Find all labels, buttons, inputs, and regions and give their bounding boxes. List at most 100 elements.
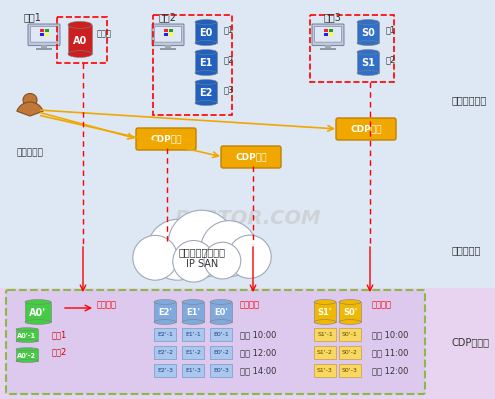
- Bar: [339, 364, 361, 377]
- Ellipse shape: [16, 348, 38, 351]
- Bar: [329, 33, 333, 36]
- Ellipse shape: [357, 20, 379, 25]
- Polygon shape: [16, 349, 38, 361]
- Polygon shape: [25, 302, 51, 322]
- Text: CDP保护层: CDP保护层: [452, 337, 490, 347]
- FancyBboxPatch shape: [28, 24, 60, 45]
- Text: S0'-3: S0'-3: [342, 368, 358, 373]
- Bar: [41, 45, 47, 48]
- Ellipse shape: [314, 300, 336, 304]
- Text: 实时保护: 实时保护: [372, 300, 392, 309]
- Text: 最后复制: 最后复制: [97, 300, 117, 310]
- Text: E2': E2': [158, 308, 172, 317]
- Bar: [210, 328, 232, 341]
- Text: 实时保护: 实时保护: [240, 300, 260, 309]
- Bar: [320, 48, 336, 50]
- Ellipse shape: [182, 320, 204, 324]
- Bar: [160, 48, 176, 50]
- Polygon shape: [195, 22, 217, 43]
- Polygon shape: [68, 25, 92, 54]
- Text: 快照 10:00: 快照 10:00: [240, 330, 276, 339]
- Bar: [339, 346, 361, 359]
- Bar: [314, 364, 336, 377]
- Text: S1'-2: S1'-2: [317, 350, 333, 355]
- Text: 更新2: 更新2: [52, 348, 67, 356]
- Text: E1: E1: [199, 58, 213, 68]
- Text: 更新1: 更新1: [52, 330, 67, 340]
- FancyBboxPatch shape: [312, 24, 344, 45]
- Bar: [57, 17, 107, 63]
- Text: 快照 11:00: 快照 11:00: [372, 348, 408, 357]
- Ellipse shape: [210, 320, 232, 324]
- Bar: [314, 346, 336, 359]
- Bar: [40, 33, 44, 36]
- Bar: [154, 328, 176, 341]
- Bar: [324, 33, 328, 36]
- Bar: [210, 364, 232, 377]
- Bar: [0, 0, 495, 290]
- Polygon shape: [195, 52, 217, 73]
- Ellipse shape: [314, 320, 336, 324]
- Circle shape: [228, 235, 271, 279]
- Text: E2'-1: E2'-1: [157, 332, 173, 337]
- Bar: [169, 29, 173, 32]
- Ellipse shape: [25, 320, 51, 324]
- Ellipse shape: [357, 41, 379, 45]
- Ellipse shape: [25, 300, 51, 304]
- Text: E2'-2: E2'-2: [157, 350, 173, 355]
- Ellipse shape: [195, 49, 217, 55]
- Text: A0'-2: A0'-2: [17, 353, 37, 359]
- Bar: [210, 346, 232, 359]
- Text: 系统卷: 系统卷: [97, 30, 112, 38]
- Text: S0': S0': [343, 308, 357, 317]
- FancyBboxPatch shape: [221, 146, 281, 168]
- Wedge shape: [17, 102, 43, 116]
- Text: CDP保护: CDP保护: [235, 152, 267, 162]
- Bar: [153, 15, 232, 115]
- Text: 卷2: 卷2: [386, 55, 396, 65]
- Ellipse shape: [16, 340, 38, 342]
- Text: S1': S1': [318, 308, 332, 317]
- FancyBboxPatch shape: [154, 26, 182, 42]
- Bar: [36, 48, 52, 50]
- Text: 卷2: 卷2: [224, 55, 234, 65]
- Bar: [165, 45, 171, 48]
- Text: A0'-1: A0'-1: [17, 332, 37, 338]
- Bar: [0, 288, 495, 399]
- Bar: [40, 29, 44, 32]
- Text: E0'-3: E0'-3: [213, 368, 229, 373]
- Ellipse shape: [182, 300, 204, 304]
- Bar: [182, 328, 204, 341]
- Polygon shape: [154, 302, 176, 322]
- Text: E1': E1': [186, 308, 200, 317]
- Text: E2'-3: E2'-3: [157, 368, 173, 373]
- Circle shape: [173, 241, 214, 282]
- Text: A0: A0: [73, 36, 87, 45]
- Ellipse shape: [16, 359, 38, 362]
- Bar: [154, 346, 176, 359]
- Text: 应用1: 应用1: [23, 12, 41, 22]
- Polygon shape: [339, 302, 361, 322]
- Text: S1'-3: S1'-3: [317, 368, 333, 373]
- Bar: [324, 29, 328, 32]
- Polygon shape: [357, 22, 379, 43]
- Text: E2: E2: [199, 88, 213, 98]
- Text: 快照 10:00: 快照 10:00: [372, 330, 408, 339]
- Text: S0'-1: S0'-1: [342, 332, 358, 337]
- Polygon shape: [210, 302, 232, 322]
- Circle shape: [168, 210, 235, 277]
- FancyBboxPatch shape: [31, 26, 57, 42]
- Text: 应用服务器层: 应用服务器层: [452, 95, 487, 105]
- Text: E1'-2: E1'-2: [185, 350, 201, 355]
- Text: 网络传输层: 网络传输层: [452, 245, 481, 255]
- Text: A0': A0': [29, 308, 47, 318]
- Polygon shape: [16, 329, 38, 341]
- Bar: [339, 328, 361, 341]
- Ellipse shape: [357, 49, 379, 55]
- Text: S0: S0: [361, 28, 375, 38]
- Ellipse shape: [339, 320, 361, 324]
- Polygon shape: [182, 302, 204, 322]
- Text: CDP保护: CDP保护: [150, 134, 182, 144]
- Circle shape: [204, 242, 241, 279]
- Text: 多业务万兆以太网: 多业务万兆以太网: [179, 247, 226, 257]
